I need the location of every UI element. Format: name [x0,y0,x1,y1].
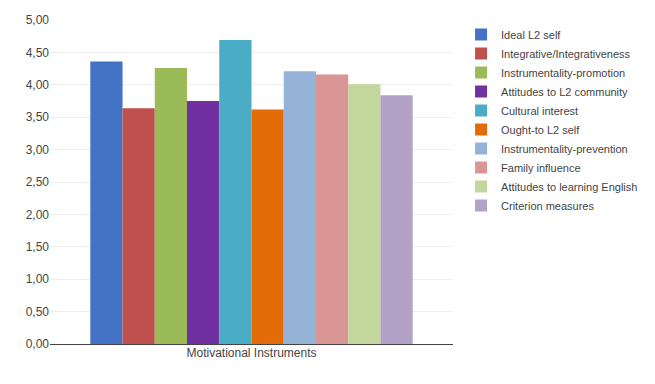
svg-text:Criterion measures: Criterion measures [501,200,594,212]
svg-text:Instrumentality-promotion: Instrumentality-promotion [501,67,625,79]
svg-text:2,00: 2,00 [26,208,50,222]
svg-text:2,50: 2,50 [26,175,50,189]
svg-text:0,00: 0,00 [26,337,50,351]
svg-text:0,50: 0,50 [26,305,50,319]
svg-text:1,00: 1,00 [26,272,50,286]
svg-text:1,50: 1,50 [26,240,50,254]
svg-text:Ideal L2 self: Ideal L2 self [501,29,561,41]
svg-text:Ought-to L2 self: Ought-to L2 self [501,124,580,136]
svg-text:Cultural interest: Cultural interest [501,105,578,117]
svg-text:Integrative/Integrativeness: Integrative/Integrativeness [501,48,631,60]
svg-text:3,00: 3,00 [26,143,50,157]
svg-text:4,50: 4,50 [26,46,50,60]
svg-text:4,00: 4,00 [26,78,50,92]
svg-text:3,50: 3,50 [26,110,50,124]
svg-text:Family influence: Family influence [501,162,580,174]
svg-text:Instrumentality-prevention: Instrumentality-prevention [501,143,628,155]
svg-text:Attitudes to learning English: Attitudes to learning English [501,181,637,193]
svg-text:Attitudes to L2 community: Attitudes to L2 community [501,86,628,98]
svg-text:5,00: 5,00 [26,13,50,27]
svg-text:Motivational Instruments: Motivational Instruments [186,346,316,360]
